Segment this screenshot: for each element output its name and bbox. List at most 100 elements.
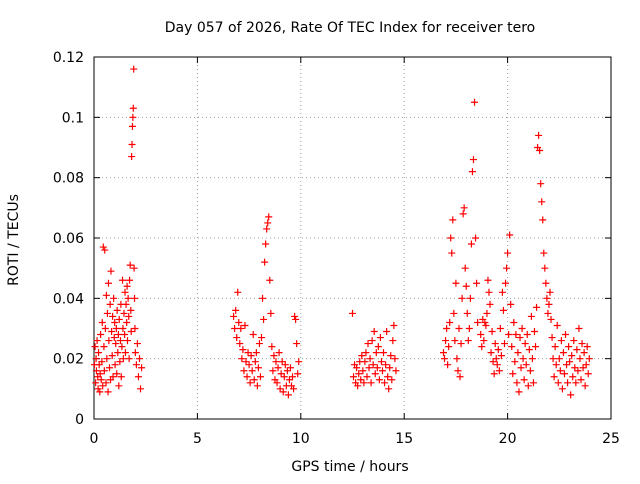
data-point xyxy=(264,219,272,227)
data-point xyxy=(249,331,257,339)
data-point xyxy=(482,321,490,329)
data-point xyxy=(281,361,289,369)
data-point xyxy=(506,231,514,239)
data-point xyxy=(450,309,458,317)
data-point xyxy=(125,312,133,320)
data-point xyxy=(262,240,270,248)
data-point xyxy=(133,340,141,348)
data-point xyxy=(242,358,250,366)
data-point xyxy=(576,355,584,363)
data-point xyxy=(518,325,526,332)
data-point xyxy=(381,379,389,387)
data-point xyxy=(114,349,122,357)
data-point xyxy=(349,309,356,317)
data-point xyxy=(578,340,586,348)
y-axis-label: ROTI / TECUs xyxy=(6,194,22,286)
data-point xyxy=(127,306,135,314)
data-point xyxy=(448,249,456,257)
data-point xyxy=(98,318,106,326)
data-point xyxy=(497,352,505,360)
data-point xyxy=(290,385,298,393)
data-point xyxy=(584,370,592,378)
data-point xyxy=(291,312,299,320)
data-point xyxy=(485,288,493,296)
data-point xyxy=(464,337,472,345)
data-point xyxy=(566,358,574,366)
data-point xyxy=(539,216,547,224)
data-point xyxy=(364,340,372,348)
data-point xyxy=(292,315,300,323)
data-point xyxy=(520,376,528,384)
data-point xyxy=(124,294,132,302)
data-point xyxy=(112,325,120,332)
data-point xyxy=(378,367,386,375)
data-point xyxy=(365,364,373,372)
data-point xyxy=(273,379,281,387)
data-point xyxy=(116,337,124,345)
data-point xyxy=(130,264,138,272)
data-point xyxy=(486,300,494,308)
data-point xyxy=(111,318,119,326)
data-point xyxy=(553,321,561,329)
grid-layer xyxy=(94,57,611,419)
data-point xyxy=(559,349,567,357)
data-point xyxy=(363,373,371,381)
x-tick-label: 25 xyxy=(602,431,620,447)
data-point xyxy=(104,279,112,287)
data-point xyxy=(538,198,546,206)
data-point xyxy=(530,328,538,336)
data-point xyxy=(123,282,131,290)
data-point xyxy=(525,346,533,354)
data-point xyxy=(495,367,503,375)
data-point xyxy=(131,325,139,332)
data-point xyxy=(278,358,286,366)
data-point xyxy=(490,370,498,378)
data-point xyxy=(121,288,129,296)
data-point xyxy=(451,337,459,345)
data-point xyxy=(514,349,522,357)
data-point xyxy=(110,294,118,302)
data-point xyxy=(389,337,397,345)
data-point xyxy=(443,325,451,332)
data-point xyxy=(240,367,248,375)
data-points xyxy=(90,65,593,399)
data-point xyxy=(444,361,452,369)
data-point xyxy=(109,312,117,320)
data-point xyxy=(447,234,455,242)
data-point xyxy=(500,340,508,348)
data-point xyxy=(245,361,253,369)
data-point xyxy=(106,300,114,308)
x-tick-label: 5 xyxy=(193,431,202,447)
data-point xyxy=(573,346,581,354)
data-point xyxy=(129,113,137,121)
data-point xyxy=(442,337,450,345)
data-point xyxy=(462,282,470,290)
data-point xyxy=(487,349,495,357)
data-point xyxy=(526,367,534,375)
data-point xyxy=(131,294,139,302)
data-point xyxy=(496,325,504,332)
data-point xyxy=(527,312,535,320)
data-point xyxy=(293,340,301,348)
y-tick-label: 0.04 xyxy=(53,291,84,307)
data-point xyxy=(579,364,587,372)
data-point xyxy=(358,352,366,360)
data-point xyxy=(547,315,555,323)
data-point xyxy=(488,328,496,336)
data-point xyxy=(367,379,375,387)
data-point xyxy=(390,321,398,329)
data-point xyxy=(111,361,119,369)
data-point xyxy=(102,291,110,299)
data-point xyxy=(376,334,384,342)
data-point xyxy=(128,122,136,130)
data-point xyxy=(439,349,447,357)
data-point xyxy=(552,361,560,369)
data-point xyxy=(523,331,531,339)
data-point xyxy=(258,334,266,342)
data-point xyxy=(384,373,392,381)
data-point xyxy=(239,346,247,354)
data-point xyxy=(234,288,242,296)
y-tick-label: 0.06 xyxy=(53,231,84,247)
data-point xyxy=(115,315,123,323)
data-point xyxy=(555,355,563,363)
